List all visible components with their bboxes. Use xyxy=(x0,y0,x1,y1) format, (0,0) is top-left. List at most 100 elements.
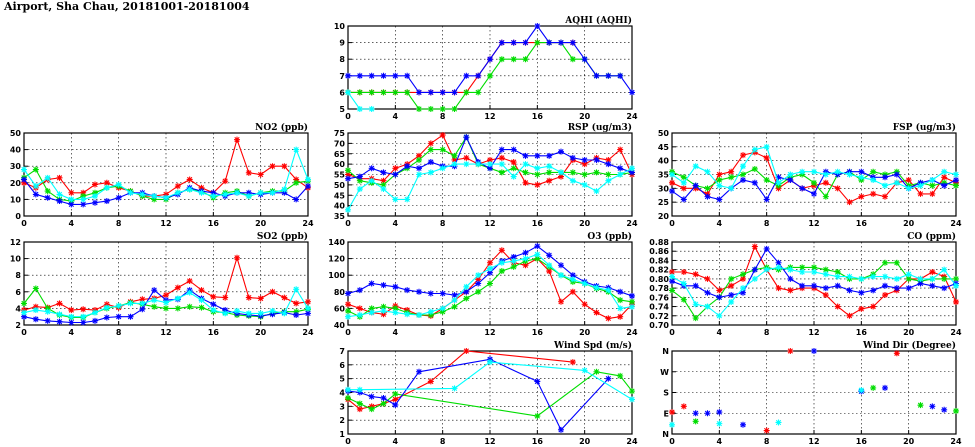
data-point xyxy=(569,56,576,63)
data-point xyxy=(763,266,770,273)
y-tick-label: 6 xyxy=(339,361,345,370)
data-point xyxy=(498,169,505,176)
data-point xyxy=(680,268,687,275)
data-point xyxy=(728,174,735,181)
data-point xyxy=(522,39,529,46)
data-point xyxy=(80,193,87,200)
data-point xyxy=(404,163,411,170)
data-point xyxy=(917,280,924,287)
data-point xyxy=(629,298,635,305)
data-point xyxy=(32,166,39,173)
data-point xyxy=(103,314,110,321)
x-tick-label: 8 xyxy=(440,437,446,446)
y-tick-label: 2 xyxy=(339,416,345,425)
data-point xyxy=(728,292,735,299)
data-point xyxy=(629,303,635,310)
data-point xyxy=(345,89,351,96)
data-point xyxy=(463,295,470,302)
y-tick-label: 30 xyxy=(658,184,670,193)
data-point xyxy=(245,189,252,196)
series-2 xyxy=(345,23,635,96)
data-point xyxy=(475,272,482,279)
data-point xyxy=(704,410,711,417)
data-point xyxy=(882,259,888,266)
data-point xyxy=(345,206,351,213)
data-point xyxy=(569,169,576,176)
data-point xyxy=(546,152,553,159)
data-point xyxy=(475,288,482,295)
data-point xyxy=(427,146,434,153)
data-point xyxy=(368,177,375,184)
y-tick-label: 140 xyxy=(328,238,345,247)
y-tick-label: 75 xyxy=(334,129,346,138)
series-3 xyxy=(345,251,635,320)
x-tick-label: 24 xyxy=(950,328,962,337)
data-point xyxy=(953,275,959,282)
chart-title: Wind Spd (m/s) xyxy=(553,340,632,351)
data-point xyxy=(605,171,612,178)
data-point xyxy=(629,292,635,299)
data-point xyxy=(32,191,39,198)
series-3 xyxy=(669,143,959,192)
data-point xyxy=(905,285,912,292)
data-point xyxy=(416,171,422,178)
data-point xyxy=(953,407,959,414)
x-tick-label: 12 xyxy=(160,219,171,228)
data-point xyxy=(953,298,959,305)
x-tick-label: 0 xyxy=(669,328,675,337)
data-point xyxy=(234,136,240,143)
data-point xyxy=(522,179,529,186)
data-point xyxy=(953,171,959,178)
data-point xyxy=(281,186,288,193)
data-point xyxy=(953,182,959,189)
data-point xyxy=(293,312,300,319)
data-point xyxy=(510,173,517,180)
x-tick-label: 12 xyxy=(808,328,819,337)
data-point xyxy=(416,288,422,295)
x-tick-label: 12 xyxy=(160,328,171,337)
data-point xyxy=(234,307,240,314)
data-point xyxy=(704,275,711,282)
y-tick-label: 0.82 xyxy=(649,266,669,275)
data-point xyxy=(787,171,794,178)
data-point xyxy=(882,174,888,181)
data-point xyxy=(740,152,746,159)
data-point xyxy=(404,196,411,203)
y-tick-label: 0.84 xyxy=(649,256,669,265)
data-point xyxy=(345,175,351,182)
data-point xyxy=(763,196,770,203)
data-point xyxy=(257,171,264,178)
data-point xyxy=(151,196,158,203)
data-point xyxy=(846,171,853,178)
x-tick-label: 16 xyxy=(856,219,868,228)
data-point xyxy=(404,89,411,96)
data-point xyxy=(463,154,470,161)
data-point xyxy=(356,186,363,193)
data-point xyxy=(870,177,877,184)
data-point xyxy=(569,359,576,366)
data-point xyxy=(356,312,363,319)
data-point xyxy=(305,298,311,305)
data-point xyxy=(186,176,193,183)
data-point xyxy=(115,181,122,188)
data-point xyxy=(617,313,624,320)
data-point xyxy=(475,280,482,287)
x-tick-label: 12 xyxy=(808,219,819,228)
data-point xyxy=(380,169,387,176)
data-point xyxy=(463,72,470,79)
data-point xyxy=(416,89,422,96)
data-point xyxy=(811,264,817,271)
data-point xyxy=(669,273,675,280)
data-point xyxy=(32,316,39,323)
data-point xyxy=(558,148,564,155)
y-tick-label: S xyxy=(663,389,669,398)
data-point xyxy=(858,174,865,181)
data-point xyxy=(775,419,782,426)
data-point xyxy=(245,310,252,317)
data-point xyxy=(356,386,363,393)
data-point xyxy=(80,201,87,208)
data-point xyxy=(368,72,375,79)
series-1 xyxy=(345,368,635,420)
y-tick-label: 80 xyxy=(334,288,346,297)
